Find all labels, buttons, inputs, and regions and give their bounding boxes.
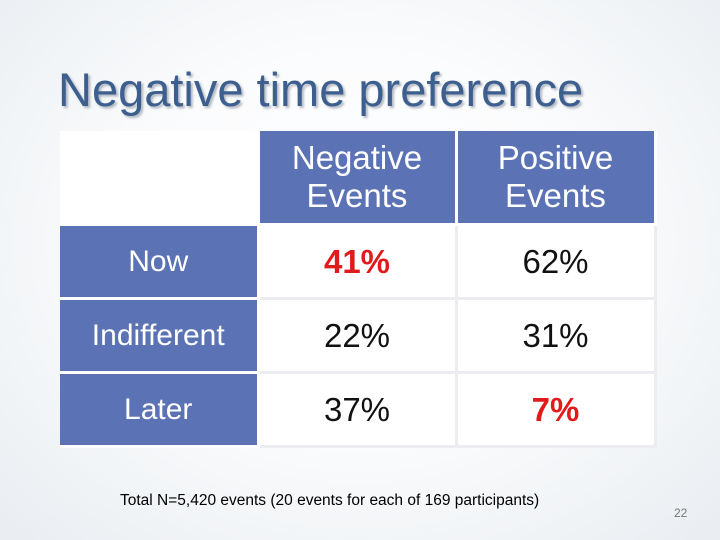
column-header-line: Positive xyxy=(497,139,614,176)
row-header-now: Now xyxy=(60,223,260,300)
column-header-line: Events xyxy=(505,177,606,214)
column-header-line: Negative xyxy=(291,139,423,176)
table-header-row: Negative Events Positive Events xyxy=(60,131,657,226)
slide-title: Negative time preference xyxy=(58,63,584,116)
results-table: Negative Events Positive Events Now 41% … xyxy=(60,131,657,448)
row-header-indifferent: Indifferent xyxy=(60,297,260,374)
cell-indifferent-negative: 22% xyxy=(256,297,458,374)
footnote: Total N=5,420 events (20 events for each… xyxy=(120,492,540,509)
column-header-line: Events xyxy=(306,177,408,214)
table-row-later: Later 37% 7% xyxy=(60,371,657,448)
page-number: 22 xyxy=(674,506,688,520)
table-row-indifferent: Indifferent 22% 31% xyxy=(60,297,657,374)
column-header-negative-events: Negative Events xyxy=(256,131,458,226)
table-corner-cell xyxy=(60,131,258,225)
column-header-positive-events: Positive Events xyxy=(454,131,657,226)
row-header-later: Later xyxy=(60,371,260,448)
table-row-now: Now 41% 62% xyxy=(60,223,657,300)
cell-now-negative: 41% xyxy=(256,223,458,300)
cell-later-positive: 7% xyxy=(454,371,657,448)
cell-later-negative: 37% xyxy=(256,371,458,448)
cell-now-positive: 62% xyxy=(454,223,657,300)
cell-indifferent-positive: 31% xyxy=(454,297,657,374)
